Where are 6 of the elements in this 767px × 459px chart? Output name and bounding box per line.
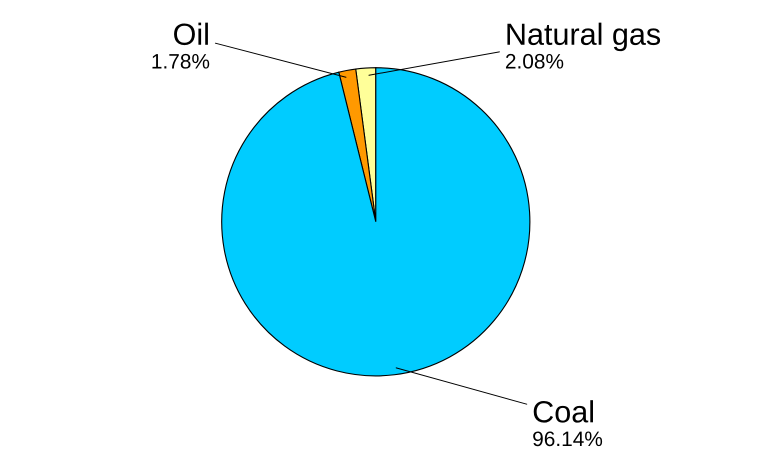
slice-label: Oil bbox=[174, 22, 208, 46]
slice-label: Natural gas bbox=[507, 22, 660, 52]
slice-label: Coal bbox=[534, 400, 593, 423]
data-label: 96.14% bbox=[533, 431, 602, 446]
data-label: 2.08% bbox=[506, 54, 564, 69]
data-label: 1.78% bbox=[152, 54, 210, 69]
